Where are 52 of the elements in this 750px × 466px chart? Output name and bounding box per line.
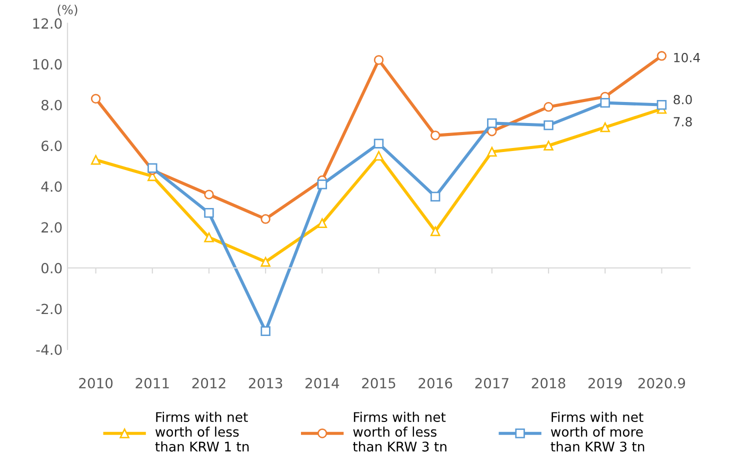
point	[204, 190, 214, 200]
data-label: 7.8	[674, 116, 692, 126]
x-tick-label: 2017	[475, 378, 508, 388]
y-axis-title: (%)	[58, 4, 78, 16]
x-tick-label: 2019	[588, 378, 622, 388]
x-tick-label: 2011	[136, 378, 169, 388]
x-tick-label: 2013	[248, 378, 282, 388]
point	[487, 118, 497, 128]
point	[90, 155, 101, 165]
x-tick-label: 2018	[532, 378, 566, 388]
x-tick-label: 2014	[306, 378, 340, 388]
legend-label: Firms with net worth of less than KRW 1 tn	[155, 412, 249, 452]
point	[317, 180, 328, 190]
y-tick-label: 2.0	[42, 222, 62, 233]
point	[204, 208, 214, 218]
point	[656, 100, 667, 110]
point	[260, 256, 270, 267]
legend-label: Firms with net worth of more than KRW 3 tn	[550, 412, 644, 452]
x-tick-label: 2020.9	[638, 378, 686, 388]
point	[544, 102, 554, 112]
y-tick-label: 4.0	[41, 181, 62, 192]
point	[374, 55, 384, 65]
point	[374, 138, 384, 148]
y-tick-label: 10.0	[33, 59, 62, 70]
x-tick-label: 2015	[362, 378, 396, 388]
point	[204, 232, 214, 242]
point	[544, 140, 554, 150]
y-tick-label: 12.0	[33, 18, 62, 29]
y-tick-label: -4.0	[36, 344, 62, 355]
y-tick-label: -2.0	[36, 304, 62, 314]
x-tick-label: 2012	[192, 378, 226, 388]
point	[260, 326, 270, 336]
point	[430, 130, 440, 140]
point	[487, 146, 497, 157]
point	[260, 214, 270, 224]
y-tick-label: 8.0	[41, 100, 62, 110]
point	[90, 94, 101, 104]
legend-label: Firms with net worth of less than KRW 3 tn	[353, 412, 446, 452]
data-label: 8.0	[674, 94, 692, 104]
point	[430, 192, 440, 202]
point	[374, 150, 384, 161]
x-tick-label: 2016	[418, 378, 452, 388]
point	[430, 226, 440, 236]
point	[656, 51, 667, 61]
x-tick-label: 2010	[79, 378, 113, 388]
point	[600, 122, 610, 132]
point	[317, 218, 328, 228]
point	[544, 120, 554, 130]
data-label: 10.4	[674, 52, 700, 62]
y-tick-label: 0.0	[41, 262, 62, 274]
point	[600, 98, 610, 108]
y-tick-label: 6.0	[42, 140, 62, 152]
